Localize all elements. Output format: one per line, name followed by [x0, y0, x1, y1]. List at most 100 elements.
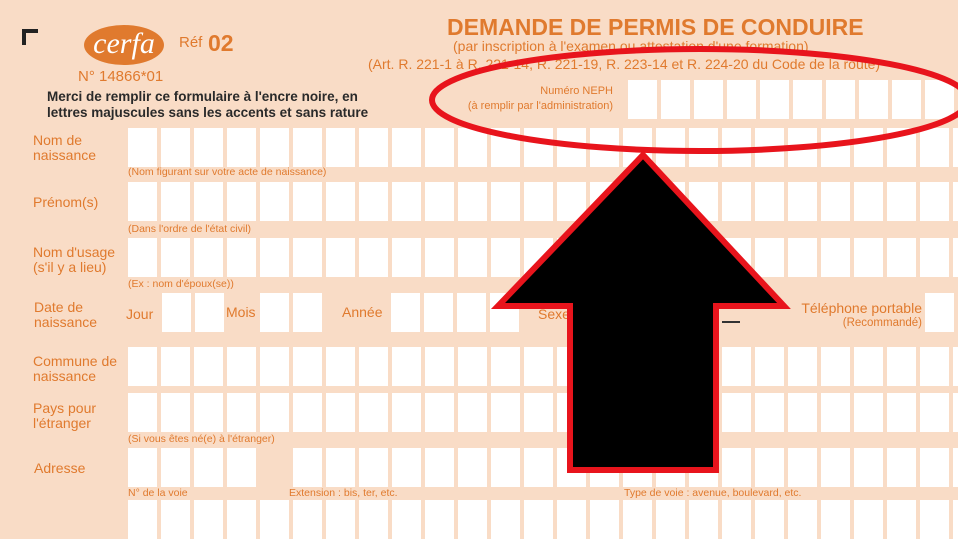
nom-naissance-char-box[interactable] — [227, 128, 256, 167]
neph-char-box[interactable] — [628, 80, 657, 119]
commune-char-box[interactable] — [194, 347, 223, 386]
commune-char-box[interactable] — [854, 347, 883, 386]
adresse-extension-char-box[interactable] — [359, 448, 388, 487]
commune-char-box[interactable] — [227, 347, 256, 386]
neph-char-box[interactable] — [793, 80, 822, 119]
pays-char-box[interactable] — [788, 393, 817, 432]
nom-naissance-char-box[interactable] — [656, 128, 685, 167]
adresse-extension-char-box[interactable] — [788, 448, 817, 487]
adresse-extension-char-box[interactable] — [722, 448, 751, 487]
prenoms-char-box[interactable] — [788, 182, 817, 221]
annee-char-box[interactable] — [424, 293, 453, 332]
nom-usage-char-box[interactable] — [854, 238, 883, 277]
adresse-numero-char-box[interactable] — [194, 448, 223, 487]
adresse-extension-char-box[interactable] — [392, 448, 421, 487]
neph-char-box[interactable] — [661, 80, 690, 119]
nom-usage-char-box[interactable] — [359, 238, 388, 277]
pays-char-box[interactable] — [392, 393, 421, 432]
nom-naissance-char-box[interactable] — [194, 128, 223, 167]
mois-char-box[interactable] — [293, 293, 322, 332]
prenoms-char-box[interactable] — [887, 182, 916, 221]
neph-char-box[interactable] — [892, 80, 921, 119]
adresse-extension-char-box[interactable] — [491, 448, 520, 487]
pays-char-box[interactable] — [458, 393, 487, 432]
jour-char-box[interactable] — [195, 293, 224, 332]
prenoms-char-box[interactable] — [359, 182, 388, 221]
commune-char-box[interactable] — [755, 347, 784, 386]
commune-char-box[interactable] — [392, 347, 421, 386]
pays-char-box[interactable] — [128, 393, 157, 432]
adresse-numero-char-box[interactable] — [161, 448, 190, 487]
nom-usage-char-box[interactable] — [458, 238, 487, 277]
nom-usage-char-box[interactable] — [425, 238, 454, 277]
pays-char-box[interactable] — [161, 393, 190, 432]
nom-naissance-char-box[interactable] — [293, 128, 322, 167]
prenoms-char-box[interactable] — [755, 182, 784, 221]
nom-naissance-char-box[interactable] — [524, 128, 553, 167]
neph-char-box[interactable] — [694, 80, 723, 119]
commune-char-box[interactable] — [953, 347, 958, 386]
nom-usage-char-box[interactable] — [194, 238, 223, 277]
nom-usage-char-box[interactable] — [953, 238, 958, 277]
prenoms-char-box[interactable] — [557, 182, 586, 221]
pays-char-box[interactable] — [194, 393, 223, 432]
adresse-extension-char-box[interactable] — [458, 448, 487, 487]
pays-char-box[interactable] — [953, 393, 958, 432]
adresse-extension-char-box[interactable] — [425, 448, 454, 487]
neph-char-box[interactable] — [760, 80, 789, 119]
prenoms-char-box[interactable] — [491, 182, 520, 221]
nom-usage-char-box[interactable] — [326, 238, 355, 277]
annee-char-box[interactable] — [457, 293, 486, 332]
nom-naissance-char-box[interactable] — [425, 128, 454, 167]
nom-naissance-char-box[interactable] — [854, 128, 883, 167]
prenoms-char-box[interactable] — [392, 182, 421, 221]
pays-char-box[interactable] — [491, 393, 520, 432]
prenoms-char-box[interactable] — [425, 182, 454, 221]
nom-usage-char-box[interactable] — [755, 238, 784, 277]
nom-naissance-char-box[interactable] — [326, 128, 355, 167]
pays-char-box[interactable] — [755, 393, 784, 432]
mois-char-box[interactable] — [260, 293, 289, 332]
commune-char-box[interactable] — [425, 347, 454, 386]
commune-char-box[interactable] — [491, 347, 520, 386]
pays-char-box[interactable] — [260, 393, 289, 432]
prenoms-char-box[interactable] — [293, 182, 322, 221]
nom-naissance-char-box[interactable] — [920, 128, 949, 167]
nom-naissance-char-box[interactable] — [260, 128, 289, 167]
pays-char-box[interactable] — [524, 393, 553, 432]
prenoms-char-box[interactable] — [128, 182, 157, 221]
nom-usage-char-box[interactable] — [161, 238, 190, 277]
commune-char-box[interactable] — [821, 347, 850, 386]
nom-usage-char-box[interactable] — [293, 238, 322, 277]
nom-usage-char-box[interactable] — [821, 238, 850, 277]
pays-char-box[interactable] — [359, 393, 388, 432]
adresse-extension-char-box[interactable] — [293, 448, 322, 487]
adresse-extension-char-box[interactable] — [821, 448, 850, 487]
prenoms-char-box[interactable] — [194, 182, 223, 221]
neph-char-box[interactable] — [859, 80, 888, 119]
prenoms-char-box[interactable] — [953, 182, 958, 221]
adresse-extension-char-box[interactable] — [887, 448, 916, 487]
prenoms-char-box[interactable] — [524, 182, 553, 221]
adresse-extension-char-box[interactable] — [326, 448, 355, 487]
nom-usage-char-box[interactable] — [128, 238, 157, 277]
telephone-char-box[interactable] — [925, 293, 954, 332]
commune-char-box[interactable] — [920, 347, 949, 386]
nom-usage-char-box[interactable] — [260, 238, 289, 277]
commune-char-box[interactable] — [722, 347, 751, 386]
prenoms-char-box[interactable] — [722, 182, 751, 221]
prenoms-char-box[interactable] — [458, 182, 487, 221]
commune-char-box[interactable] — [788, 347, 817, 386]
nom-usage-char-box[interactable] — [920, 238, 949, 277]
adresse-extension-char-box[interactable] — [920, 448, 949, 487]
commune-char-box[interactable] — [326, 347, 355, 386]
nom-naissance-char-box[interactable] — [359, 128, 388, 167]
commune-char-box[interactable] — [359, 347, 388, 386]
commune-char-box[interactable] — [293, 347, 322, 386]
pays-char-box[interactable] — [920, 393, 949, 432]
pays-char-box[interactable] — [293, 393, 322, 432]
pays-char-box[interactable] — [821, 393, 850, 432]
commune-char-box[interactable] — [260, 347, 289, 386]
prenoms-char-box[interactable] — [260, 182, 289, 221]
adresse-numero-char-box[interactable] — [128, 448, 157, 487]
